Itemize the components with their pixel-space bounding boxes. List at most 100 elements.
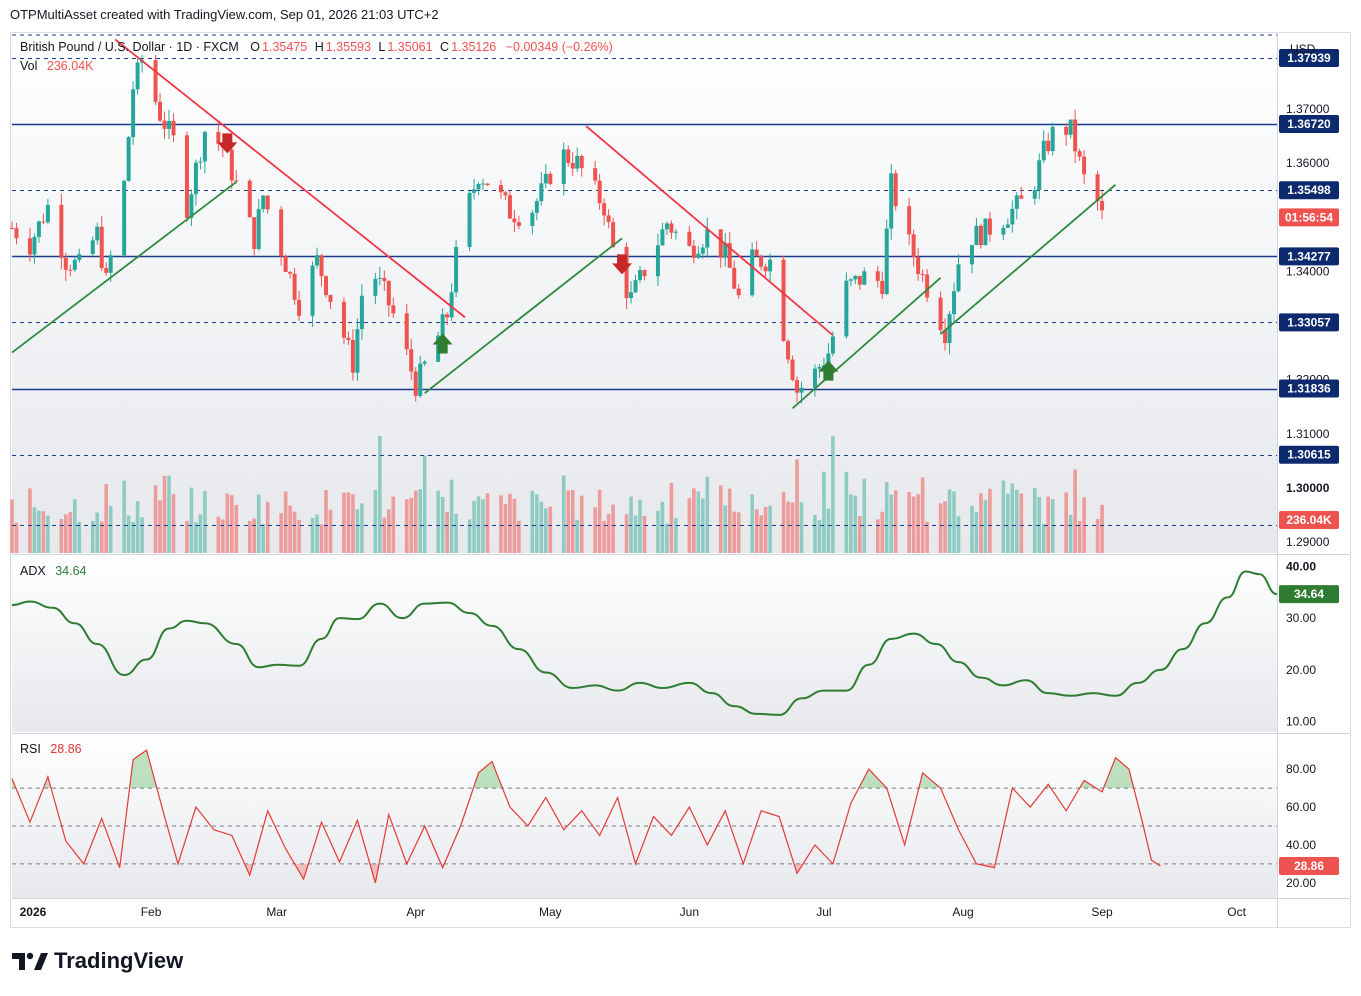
volume-bar: [310, 517, 315, 553]
volume-bar: [485, 493, 490, 553]
volume-bar: [73, 499, 77, 553]
candle-body: [481, 183, 486, 185]
candle-body: [889, 173, 894, 229]
volume-bar: [189, 487, 194, 553]
candle-body: [611, 222, 616, 247]
volume-price-label-bg: [1279, 511, 1339, 529]
candle-body: [422, 361, 427, 364]
countdown-label: 01:56:54: [1285, 210, 1333, 224]
candle-body: [664, 223, 669, 230]
candle-body: [736, 288, 741, 296]
time-tick-label: Aug: [952, 905, 973, 919]
candle-body: [467, 192, 472, 247]
volume-bar: [889, 494, 894, 553]
level-price-label: 1.34277: [1287, 249, 1331, 263]
adx-tick-label: 10.00: [1286, 715, 1316, 729]
volume-bar: [185, 520, 189, 553]
low-value: 1.35061: [387, 40, 433, 54]
candle-body: [476, 183, 481, 190]
candle-body: [597, 180, 602, 204]
adx-price-label: 34.64: [1294, 587, 1324, 601]
volume-bar: [1010, 483, 1015, 553]
adx-tick-label: 40.00: [1286, 559, 1316, 573]
candle-body: [167, 120, 172, 129]
volume-bar: [95, 512, 100, 553]
volume-bar: [768, 505, 772, 553]
volume-bar: [46, 515, 50, 553]
volume-bar: [194, 522, 198, 553]
volume-bar: [153, 485, 158, 553]
adx-label: ADX: [20, 564, 46, 578]
volume-bar: [104, 484, 109, 553]
price-tick-label: 1.31000: [1286, 427, 1330, 441]
candle-body: [669, 223, 674, 233]
candle-body: [916, 257, 921, 274]
volume-bar: [346, 492, 351, 553]
volume-bar: [544, 508, 548, 553]
high-value: 1.35593: [325, 40, 371, 54]
volume-bar: [920, 477, 925, 553]
tradingview-logo: TradingView: [12, 948, 183, 974]
volume-price-label: 236.04K: [1286, 513, 1332, 527]
candle-body: [978, 225, 983, 246]
volume-bar: [387, 509, 391, 553]
volume-bar: [754, 509, 759, 553]
volume-bar: [28, 488, 32, 553]
candle-body: [216, 131, 221, 144]
volume-bar: [575, 519, 580, 553]
candle-body: [629, 292, 634, 299]
candle-body: [624, 246, 629, 299]
volume-bar: [727, 488, 732, 553]
volume-bar: [656, 510, 660, 553]
volume-bar: [938, 503, 943, 553]
candle-body: [346, 337, 351, 340]
adx-value: 34.64: [55, 564, 87, 578]
candle-body: [983, 218, 988, 246]
candle-body: [63, 257, 68, 270]
rsi-value: 28.86: [50, 742, 82, 756]
candle-body: [279, 209, 284, 257]
volume-bar: [234, 504, 239, 553]
volume-bar: [503, 503, 508, 553]
volume-bar: [813, 514, 817, 553]
level-price-label: 1.37939: [1287, 51, 1331, 65]
candle-body: [292, 273, 297, 300]
candle-body: [826, 353, 831, 366]
adx-tick-label: 20.00: [1286, 663, 1316, 677]
candle-body: [700, 247, 705, 254]
candle-body: [1046, 140, 1051, 152]
volume-bar: [41, 511, 46, 553]
currency-label[interactable]: USD: [1290, 42, 1316, 56]
close-label: C: [440, 40, 450, 54]
volume-bar: [561, 475, 566, 553]
volume-bar: [579, 495, 584, 553]
volume-bar: [539, 501, 544, 553]
symbol-name: British Pound / U.S. Dollar · 1D · FXCM: [20, 40, 239, 54]
volume-bar: [454, 513, 458, 553]
candle-body: [781, 259, 786, 341]
volume-bar: [499, 495, 503, 553]
volume-bar: [256, 494, 261, 553]
countdown-label-bg: [1279, 208, 1339, 227]
candle-body: [534, 201, 539, 213]
support-trendline: [791, 277, 942, 410]
volume-bar: [230, 495, 234, 553]
candle-body: [790, 359, 795, 381]
price-pane-bg: [12, 33, 1277, 553]
volume-bar: [261, 524, 266, 553]
candle-body: [153, 60, 158, 102]
volume-bar: [252, 518, 257, 553]
volume-bar: [831, 436, 835, 553]
open-value: 1.35475: [262, 40, 308, 54]
volume-bar: [1068, 514, 1073, 553]
adx-price-label-bg: [1279, 585, 1339, 604]
candle-body: [1100, 201, 1105, 211]
candle-body: [14, 228, 19, 239]
volume-bar: [131, 521, 135, 553]
candle-body: [759, 256, 764, 267]
candle-body: [862, 271, 867, 285]
adx-line: [11, 570, 1278, 716]
volume-bar: [467, 519, 472, 553]
volume-bar: [1019, 493, 1024, 553]
